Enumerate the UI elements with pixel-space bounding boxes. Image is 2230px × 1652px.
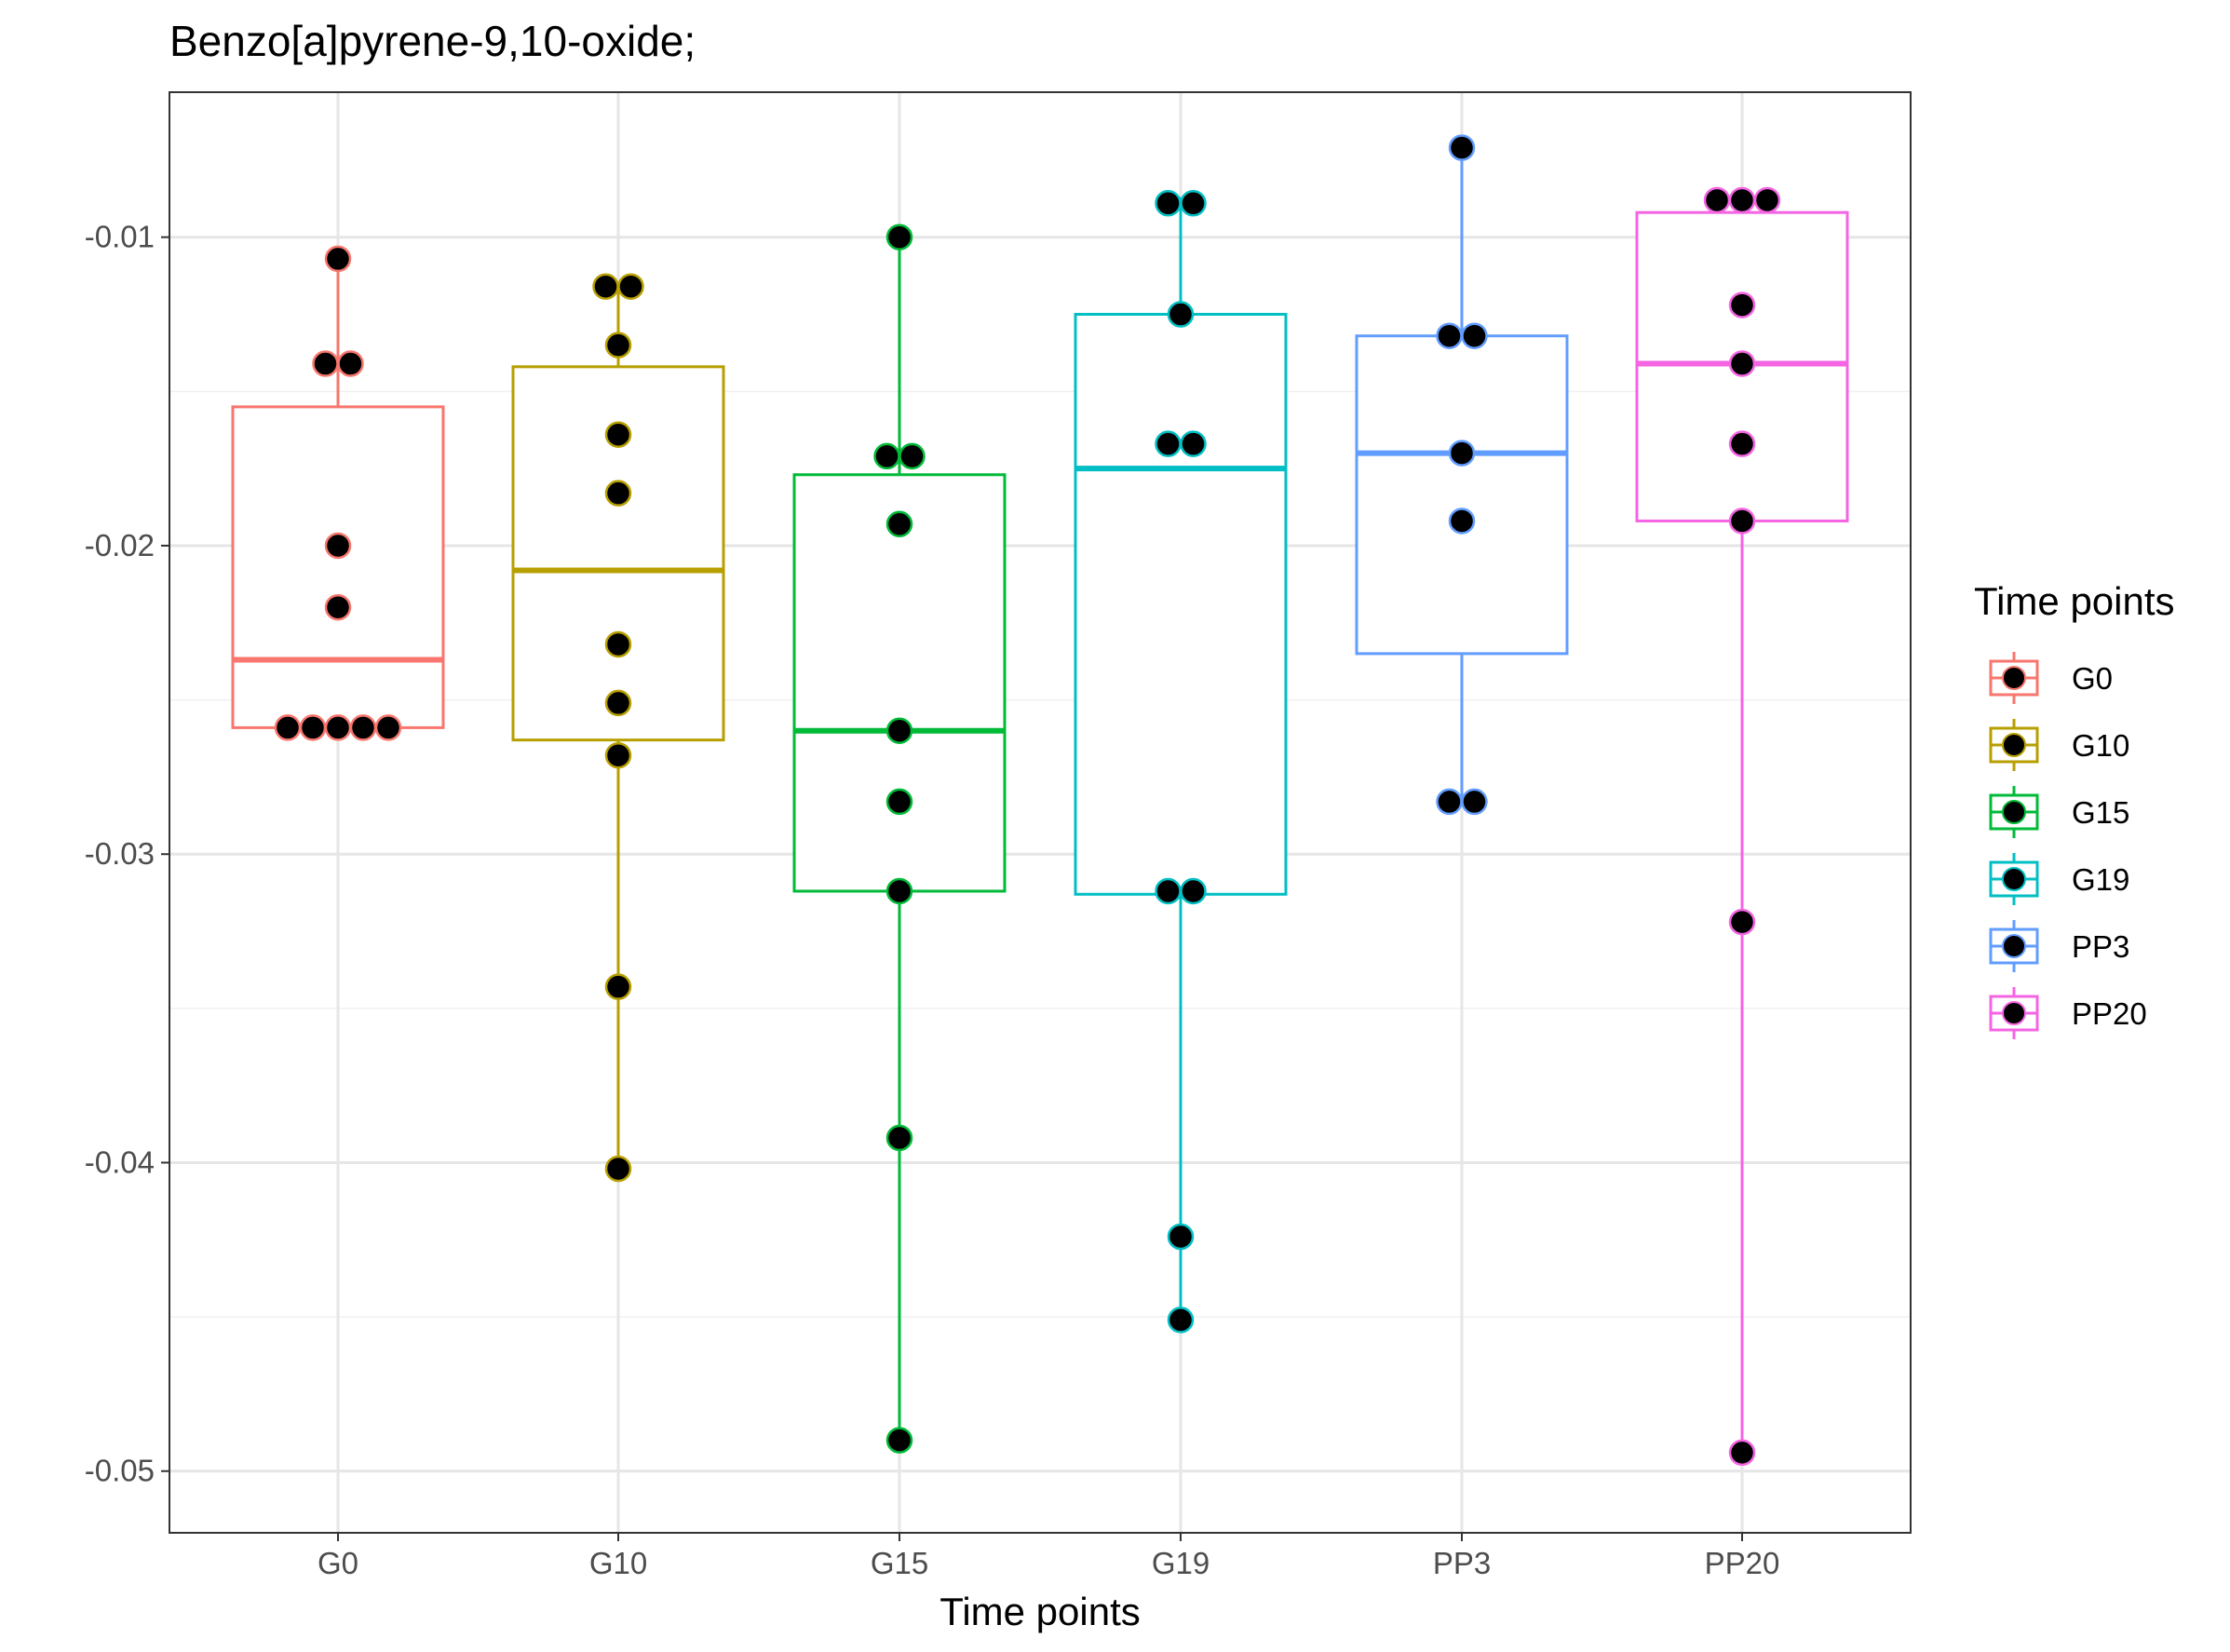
x-axis-title: Time points: [939, 1590, 1141, 1633]
data-point: [1461, 788, 1488, 816]
data-point: [885, 877, 913, 905]
data-point: [1155, 190, 1182, 217]
data-point: [1167, 1307, 1195, 1334]
legend-label: PP3: [2072, 929, 2129, 964]
data-point: [324, 532, 352, 560]
data-point: [1155, 430, 1182, 457]
data-point: [873, 442, 900, 470]
data-point: [604, 332, 632, 359]
legend-dot: [2002, 733, 2026, 757]
data-point: [299, 714, 327, 741]
y-tick-label: -0.04: [85, 1144, 155, 1179]
legend-label: G10: [2072, 728, 2129, 763]
legend: Time points G0 G10 G15 G19 PP3 PP20: [1974, 579, 2175, 1039]
data-point: [1728, 1439, 1756, 1467]
legend-title: Time points: [1974, 579, 2175, 623]
legend-label: G0: [2072, 661, 2113, 696]
data-point: [274, 714, 302, 741]
data-point: [899, 442, 926, 470]
box-G0: [231, 405, 445, 729]
data-point: [1180, 430, 1207, 457]
legend-dot: [2002, 800, 2026, 824]
y-tick-label: -0.02: [85, 528, 155, 562]
y-tick-label: -0.05: [85, 1454, 155, 1488]
data-point: [1448, 440, 1476, 467]
data-point: [604, 973, 632, 1000]
legend-label: G19: [2072, 862, 2129, 897]
data-point: [604, 741, 632, 769]
data-point: [885, 223, 913, 251]
data-point: [604, 630, 632, 658]
data-point: [1728, 908, 1756, 936]
legend-label: PP20: [2072, 996, 2147, 1031]
data-point: [1167, 1223, 1195, 1251]
box-layer: [231, 147, 1849, 1453]
y-tick-label: -0.01: [85, 220, 155, 254]
data-point: [592, 273, 619, 300]
data-point: [374, 714, 402, 741]
data-point: [1167, 301, 1195, 328]
x-tick-label: PP3: [1433, 1546, 1491, 1580]
box-PP3: [1355, 334, 1569, 656]
data-point: [885, 788, 913, 816]
chart-title: Benzo[a]pyrene-9,10-oxide;: [169, 17, 696, 65]
data-point: [604, 421, 632, 448]
axis-layer: -0.01 -0.02 -0.03 -0.04 -0.05 G0 G10 G15 G19 PP3 P…: [85, 220, 1780, 1580]
y-tick-label: -0.03: [85, 836, 155, 871]
point-layer: [274, 134, 1781, 1467]
x-tick-label: G19: [1152, 1546, 1210, 1580]
x-tick-label: G10: [589, 1546, 647, 1580]
data-point: [885, 1124, 913, 1152]
data-point: [1728, 350, 1756, 377]
legend-dot: [2002, 934, 2026, 958]
legend-dot: [2002, 867, 2026, 891]
data-point: [1703, 186, 1731, 214]
data-point: [324, 245, 352, 273]
data-point: [1436, 788, 1463, 816]
data-point: [1448, 508, 1476, 535]
legend-label: G15: [2072, 795, 2129, 830]
data-point: [1753, 186, 1781, 214]
data-point: [1728, 430, 1756, 457]
data-point: [324, 714, 352, 741]
x-tick-label: PP20: [1705, 1546, 1780, 1580]
x-tick-label: G0: [318, 1546, 358, 1580]
data-point: [1436, 322, 1463, 349]
data-point: [1461, 322, 1488, 349]
legend-dot: [2002, 1001, 2026, 1025]
legend-dot: [2002, 666, 2026, 690]
data-point: [885, 1427, 913, 1454]
box-G19: [1074, 313, 1288, 896]
panel-border: [169, 91, 1912, 1534]
data-point: [1180, 877, 1207, 905]
data-point: [324, 593, 352, 621]
data-point: [617, 273, 644, 300]
x-tick-label: G15: [871, 1546, 928, 1580]
data-point: [1728, 291, 1756, 318]
data-point: [1448, 134, 1476, 161]
data-point: [885, 717, 913, 744]
data-point: [1728, 508, 1756, 535]
data-point: [1728, 186, 1756, 214]
data-point: [604, 480, 632, 507]
data-point: [349, 714, 377, 741]
data-point: [885, 510, 913, 538]
data-point: [1155, 877, 1182, 905]
data-point: [604, 1155, 632, 1183]
data-point: [1180, 190, 1207, 217]
data-point: [337, 350, 364, 377]
data-point: [604, 689, 632, 717]
data-point: [312, 350, 339, 377]
